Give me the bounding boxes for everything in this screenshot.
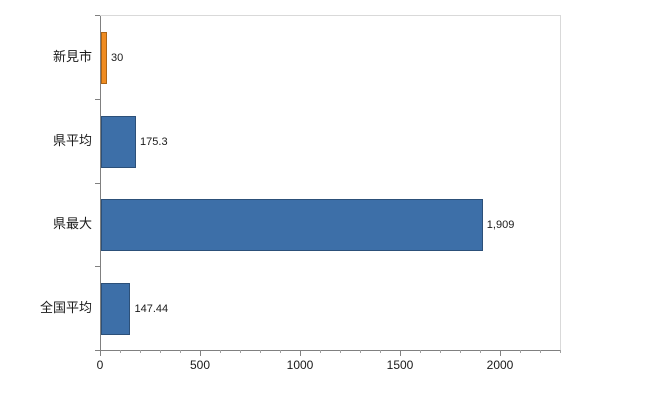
x-axis-minor-tick	[220, 350, 221, 353]
y-axis-tick	[95, 183, 100, 184]
category-label: 県最大	[52, 216, 92, 232]
x-axis-minor-tick	[560, 350, 561, 353]
x-axis-tick-label: 1500	[386, 358, 414, 372]
x-axis-tick-label: 1000	[286, 358, 314, 372]
x-axis-tick-label: 2000	[486, 358, 514, 372]
x-axis-minor-tick	[540, 350, 541, 353]
x-axis-minor-tick	[320, 350, 321, 353]
x-axis-minor-tick	[120, 350, 121, 353]
bar-2	[101, 115, 137, 168]
x-axis-minor-tick	[160, 350, 161, 353]
value-label: 1,909	[486, 219, 515, 232]
x-axis-minor-tick	[360, 350, 361, 353]
bar-3	[101, 199, 483, 252]
x-axis-minor-tick	[460, 350, 461, 353]
y-axis-tick	[95, 15, 100, 16]
x-axis-tick	[500, 350, 501, 356]
x-axis-minor-tick	[440, 350, 441, 353]
x-axis-tick	[300, 350, 301, 356]
x-axis-tick	[200, 350, 201, 356]
x-axis-minor-tick	[140, 350, 141, 353]
category-label: 新見市	[52, 48, 92, 64]
bar-1	[101, 31, 107, 84]
x-axis-line	[100, 350, 560, 351]
value-label: 30	[111, 51, 124, 64]
category-label: 全国平均	[39, 300, 92, 316]
x-axis-minor-tick	[340, 350, 341, 353]
x-axis-minor-tick	[180, 350, 181, 353]
value-label: 147.44	[134, 303, 169, 316]
y-axis-tick	[95, 99, 100, 100]
y-axis-tick	[95, 266, 100, 267]
y-axis-line	[100, 16, 101, 351]
x-axis-minor-tick	[520, 350, 521, 353]
plot-area: 30 175.3 1,909 147.44	[100, 15, 561, 351]
x-axis-tick-label: 500	[189, 358, 211, 372]
x-axis-tick	[100, 350, 101, 356]
x-axis-minor-tick	[240, 350, 241, 353]
x-axis-minor-tick	[260, 350, 261, 353]
x-axis-minor-tick	[280, 350, 281, 353]
category-label: 県平均	[52, 132, 92, 148]
x-axis-tick	[400, 350, 401, 356]
bar-4	[101, 283, 131, 336]
x-axis-minor-tick	[420, 350, 421, 353]
x-axis-minor-tick	[480, 350, 481, 353]
y-axis-tick	[95, 350, 100, 351]
x-axis-minor-tick	[380, 350, 381, 353]
x-axis-tick-label: 0	[96, 358, 104, 372]
value-label: 175.3	[140, 135, 168, 148]
